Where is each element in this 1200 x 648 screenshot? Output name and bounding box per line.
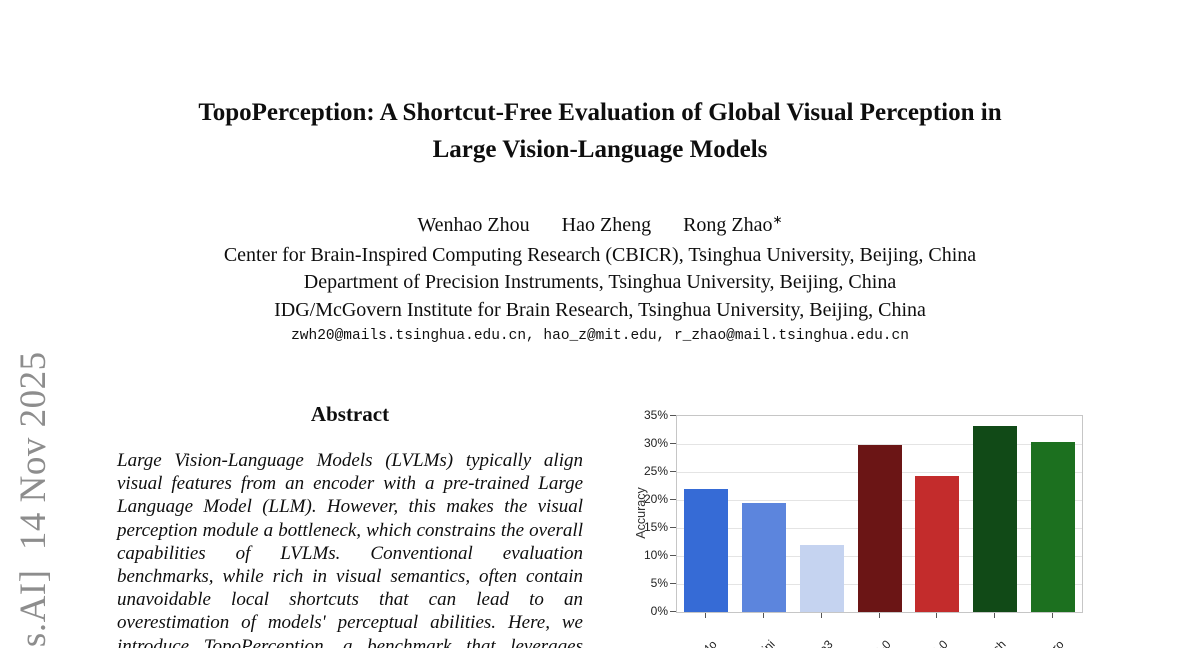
gridline: [677, 444, 1082, 445]
y-tick-label: 35%: [643, 408, 668, 422]
y-tick-label: 30%: [643, 436, 668, 450]
y-tick-mark: [670, 443, 676, 444]
bar: [799, 545, 844, 612]
y-tick-label: 5%: [650, 576, 668, 590]
x-tick-label: GPT-4o: [589, 636, 721, 648]
abstract-text: Large Vision-Language Models (LVLMs) typ…: [117, 450, 583, 648]
y-tick-mark: [670, 415, 676, 416]
affiliation-line: Center for Brain-Inspired Computing Rese…: [223, 244, 977, 266]
bar: [973, 425, 1018, 612]
plot-area: [676, 415, 1083, 613]
bar: [857, 444, 902, 612]
x-tick-mark: [820, 613, 822, 618]
y-tick-mark: [670, 611, 676, 612]
y-tick-mark: [670, 555, 676, 556]
author-emails: zwh20@mails.tsinghua.edu.cn, hao_z@mit.e…: [291, 328, 909, 344]
y-tick-label: 15%: [643, 520, 668, 534]
paper-title: TopoPerception: A Shortcut-Free Evaluati…: [0, 94, 1200, 168]
x-tick-mark: [936, 613, 938, 618]
affiliation-line: IDG/McGovern Institute for Brain Researc…: [274, 298, 926, 321]
accuracy-bar-chart: Accuracy 0%5%10%15%20%25%30%35%GPT-4oGPT…: [625, 400, 1100, 648]
author-name: Hao Zheng: [561, 214, 652, 236]
y-tick-label: 25%: [643, 464, 668, 478]
author-footnote-mark: ∗: [772, 212, 783, 227]
y-tick-label: 10%: [643, 548, 668, 562]
y-tick-mark: [670, 583, 676, 584]
y-tick-mark: [670, 527, 676, 528]
y-tick-label: 20%: [643, 492, 668, 506]
affiliation-list: Center for Brain-Inspired Computing Rese…: [0, 242, 1200, 324]
arxiv-watermark: cs.AI] 14 Nov 2025: [13, 351, 54, 648]
bar: [741, 502, 786, 612]
y-tick-label: 0%: [650, 604, 668, 618]
author-name: Rong Zhao∗: [683, 212, 783, 236]
author-list: Wenhao Zhou Hao Zheng Rong Zhao∗: [0, 212, 1200, 237]
bar: [1031, 441, 1076, 612]
bar: [683, 489, 728, 612]
paper-title-line2: Large Vision-Language Models: [432, 136, 768, 163]
x-tick-mark: [994, 613, 996, 618]
paper-title-line1: TopoPerception: A Shortcut-Free Evaluati…: [198, 99, 1002, 126]
x-tick-mark: [762, 613, 764, 618]
x-tick-mark: [1052, 613, 1054, 618]
y-tick-mark: [670, 499, 676, 500]
abstract-heading: Abstract: [310, 402, 390, 426]
x-tick-mark: [704, 613, 706, 618]
author-name: Wenhao Zhou: [417, 214, 530, 236]
affiliation-line: Department of Precision Instruments, Tsi…: [303, 271, 897, 294]
y-tick-mark: [670, 471, 676, 472]
bar: [915, 476, 960, 612]
x-tick-mark: [878, 613, 880, 618]
